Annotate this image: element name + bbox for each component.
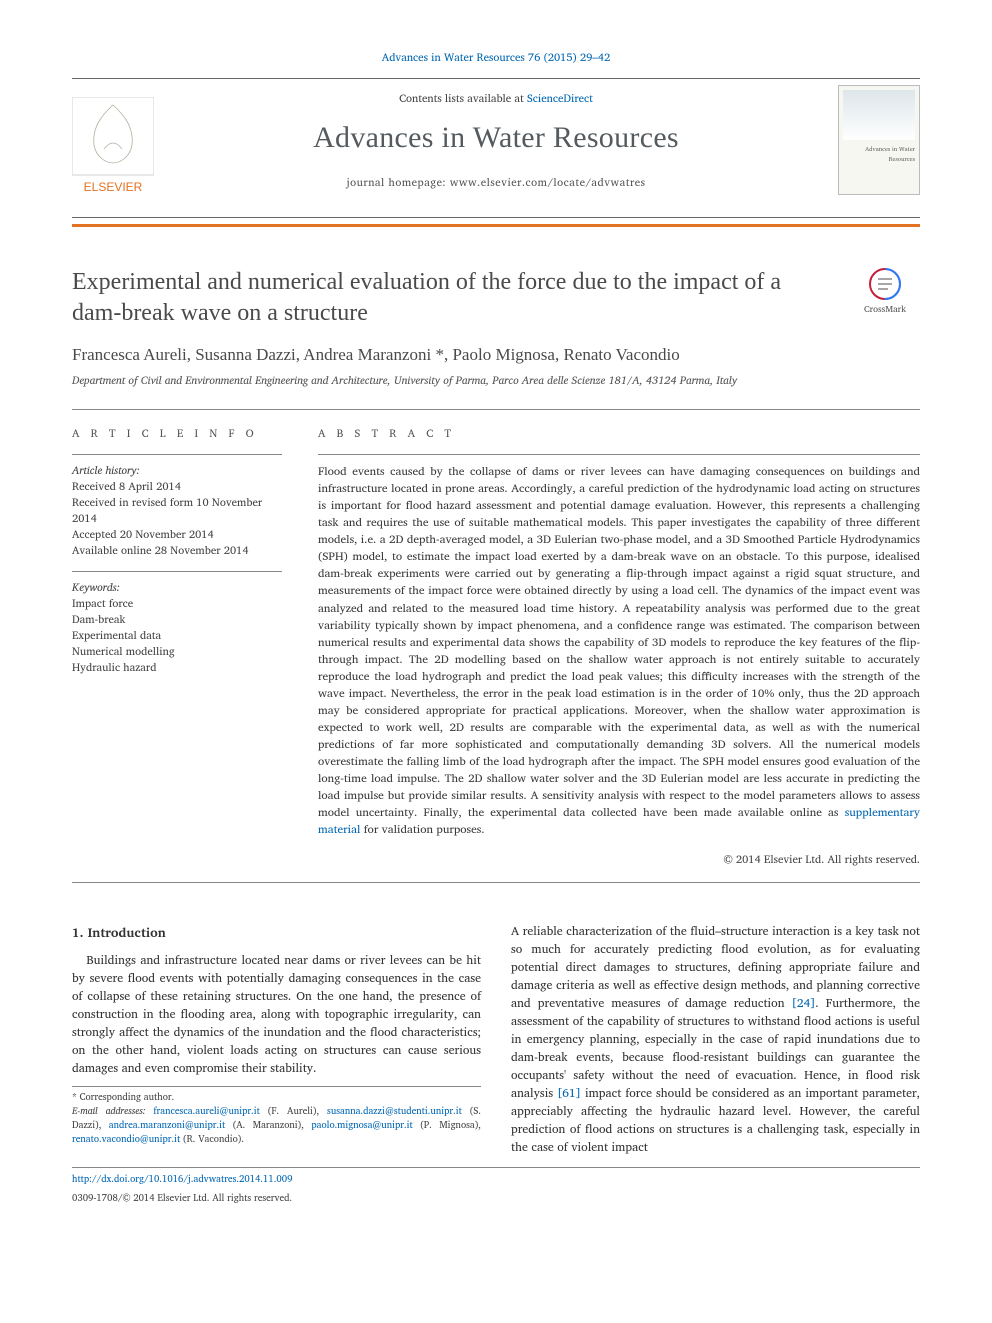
doi-line: http://dx.doi.org/10.1016/j.advwatres.20… [72,1172,920,1187]
email-link[interactable]: paolo.mignosa@unipr.it [311,1118,412,1133]
journal-header: ELSEVIER Advances in Water Resources Con… [72,78,920,218]
abstract-heading: A B S T R A C T [318,424,920,442]
email-link[interactable]: renato.vacondio@unipr.it [72,1132,180,1147]
copyright-line: © 2014 Elsevier Ltd. All rights reserved… [318,850,920,868]
accent-bar [72,224,920,227]
homepage-url[interactable]: www.elsevier.com/locate/advwatres [450,173,646,191]
intro-para-2: A reliable characterization of the fluid… [511,923,920,1157]
body-columns: 1. Introduction Buildings and infrastruc… [72,923,920,1157]
ref-link[interactable]: [24] [792,994,816,1013]
article-history: Article history: Received 8 April 2014 R… [72,463,282,559]
authors-line: Francesca Aureli, Susanna Dazzi, Andrea … [72,345,920,365]
journal-cover-thumb[interactable]: Advances in Water Resources [838,85,920,195]
ref-link[interactable]: [61] [557,1084,581,1103]
sciencedirect-link[interactable]: ScienceDirect [527,89,593,107]
intro-para-1: Buildings and infrastructure located nea… [72,952,481,1078]
footnotes: * Corresponding author. E-mail addresses… [72,1086,481,1146]
article-title: Experimental and numerical evaluation of… [72,267,830,329]
issn-line: 0309-1708/© 2014 Elsevier Ltd. All right… [72,1191,920,1206]
svg-text:ELSEVIER: ELSEVIER [84,180,143,194]
rule-bottom-abstract [72,882,920,883]
journal-homepage: journal homepage: www.elsevier.com/locat… [72,173,920,191]
email-addresses: E-mail addresses: francesca.aureli@unipr… [72,1105,481,1146]
doi-link[interactable]: http://dx.doi.org/10.1016/j.advwatres.20… [72,1172,292,1187]
journal-name: Advances in Water Resources [72,121,920,155]
article-info-heading: A R T I C L E I N F O [72,424,282,442]
crossmark-badge[interactable]: CrossMark [850,267,920,316]
email-link[interactable]: andrea.maranzoni@unipr.it [109,1118,225,1133]
abstract-text: Flood events caused by the collapse of d… [318,463,920,837]
email-link[interactable]: francesca.aureli@unipr.it [153,1104,259,1119]
email-link[interactable]: susanna.dazzi@studenti.unipr.it [327,1104,462,1119]
affiliation: Department of Civil and Environmental En… [72,371,920,389]
corresponding-author: * Corresponding author. [72,1091,481,1105]
footer-rule [72,1167,920,1168]
keywords-block: Keywords: Impact force Dam-break Experim… [72,580,282,676]
journal-citation[interactable]: Advances in Water Resources 76 (2015) 29… [72,48,920,66]
crossmark-icon [868,267,902,301]
intro-heading: 1. Introduction [72,923,481,943]
rule-top [72,409,920,410]
elsevier-logo[interactable]: ELSEVIER [72,97,154,197]
contents-line: Contents lists available at ScienceDirec… [72,89,920,107]
